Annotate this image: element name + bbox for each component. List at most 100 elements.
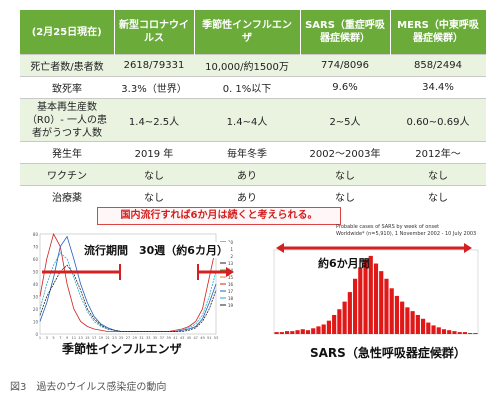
table-cell: あり bbox=[194, 185, 300, 207]
row-label: 基本再生産数（R0）- 一人の患者がうつす人数 bbox=[20, 98, 114, 142]
table-cell: 774/8096 bbox=[300, 54, 390, 77]
sars-bar bbox=[457, 332, 462, 334]
table-cell: なし bbox=[114, 185, 194, 207]
y-tick-label: 80 bbox=[33, 232, 39, 237]
table-cell: 1.4~2.5人 bbox=[114, 98, 194, 142]
legend-label: 12 bbox=[228, 254, 234, 259]
sars-bar bbox=[290, 331, 295, 334]
legend-label: 11 bbox=[228, 247, 234, 252]
sars-chart: Probable cases of SARS by week of onset … bbox=[266, 224, 482, 360]
sars-bar bbox=[274, 332, 279, 334]
x-tick-label: 15 bbox=[85, 336, 89, 340]
influenza-chart-title: 季節性インフルエンザ bbox=[62, 342, 182, 356]
sars-chart-header-1: Probable cases of SARS by week of onset bbox=[336, 224, 440, 230]
sars-bar bbox=[452, 331, 457, 334]
sars-bar bbox=[373, 263, 379, 334]
sars-bar bbox=[332, 314, 337, 334]
x-tick-label: 51 bbox=[207, 336, 211, 340]
arrow-left-icon bbox=[276, 243, 284, 253]
table-row: 基本再生産数（R0）- 一人の患者がうつす人数 1.4~2.5人 1.4~4人 … bbox=[20, 98, 486, 142]
y-tick-label: 10 bbox=[33, 320, 39, 325]
table-cell: 3.3%（世界） bbox=[114, 76, 194, 99]
table-cell: 0. 1%以下 bbox=[194, 76, 300, 99]
sars-bar bbox=[468, 333, 473, 334]
y-tick-label: 70 bbox=[33, 245, 39, 250]
table-cell: 858/2494 bbox=[390, 54, 486, 77]
sars-bar bbox=[447, 330, 452, 334]
sars-bar bbox=[400, 301, 405, 334]
table-cell: なし bbox=[390, 185, 486, 207]
figure-caption: 図3 過去のウイルス感染症の動向 bbox=[10, 382, 167, 393]
x-tick-label: 39 bbox=[166, 336, 170, 340]
table-cell: あり bbox=[194, 163, 300, 186]
sars-bar bbox=[426, 322, 431, 334]
comparison-table-container: (2月25日現在) 新型コロナウイルス 季節性インフルエンザ SARS（重症呼吸… bbox=[20, 10, 487, 207]
sars-bar bbox=[394, 295, 400, 334]
sars-bar bbox=[347, 292, 352, 334]
sars-chart-title: SARS（急性呼吸器症候群） bbox=[310, 346, 466, 360]
x-tick-label: 13 bbox=[78, 336, 82, 340]
influenza-series-line bbox=[39, 252, 217, 332]
legend-label: 10 bbox=[228, 240, 234, 245]
y-tick-label: 20 bbox=[33, 307, 39, 312]
sars-bar bbox=[295, 330, 300, 334]
table-cell: 2019 年 bbox=[114, 141, 194, 164]
sars-bar bbox=[462, 332, 468, 334]
sars-bar bbox=[326, 320, 332, 334]
sars-bar bbox=[473, 333, 478, 334]
y-tick-label: 50 bbox=[33, 270, 39, 275]
table-row: 発生年 2019 年 毎年冬季 2002〜2003年 2012年〜 bbox=[20, 141, 486, 164]
table-cell: 2~5人 bbox=[300, 98, 390, 142]
y-tick-label: 60 bbox=[33, 257, 39, 262]
influenza-series-line bbox=[39, 264, 217, 332]
influenza-x-ticks: 1 3 5 7 9 11 13 15 17 19 21 23 25 27 29 31 33 35 37 39 41 43 4… bbox=[39, 336, 218, 340]
sars-bar bbox=[300, 329, 305, 334]
x-tick-label: 17 bbox=[92, 336, 96, 340]
sars-bar bbox=[410, 311, 415, 334]
x-tick-label: 5 bbox=[52, 336, 54, 340]
table-cell: 2002〜2003年 bbox=[300, 141, 390, 164]
sars-bar bbox=[379, 271, 384, 334]
row-label: 致死率 bbox=[20, 76, 114, 99]
legend-label: 16 bbox=[228, 282, 234, 287]
sars-bars bbox=[274, 255, 478, 334]
legend-label: 18 bbox=[228, 296, 234, 301]
x-tick-label: 27 bbox=[126, 336, 130, 340]
x-tick-label: 23 bbox=[112, 336, 116, 340]
header-covid: 新型コロナウイルス bbox=[114, 10, 195, 55]
arrow-head-icon bbox=[226, 267, 234, 277]
legend-label: 15 bbox=[228, 275, 234, 280]
x-tick-label: 47 bbox=[193, 336, 197, 340]
row-label: ワクチン bbox=[20, 163, 114, 186]
influenza-chart: 0 10 20 30 40 50 60 70 80 1 3 5 7 9 11 13 15 17 19 21 23 25 2… bbox=[28, 228, 242, 358]
table-cell: 0.60~0.69人 bbox=[390, 98, 486, 142]
x-tick-label: 35 bbox=[153, 336, 157, 340]
virus-comparison-table: (2月25日現在) 新型コロナウイルス 季節性インフルエンザ SARS（重症呼吸… bbox=[20, 10, 487, 207]
sars-bar bbox=[389, 288, 394, 334]
x-tick-label: 7 bbox=[59, 336, 61, 340]
table-cell: なし bbox=[300, 185, 390, 207]
header-date: (2月25日現在) bbox=[20, 10, 115, 55]
table-cell: 10,000/約1500万 bbox=[194, 54, 300, 77]
sars-bar bbox=[384, 278, 389, 334]
table-cell: 毎年冬季 bbox=[194, 141, 300, 164]
sars-bar bbox=[321, 324, 326, 334]
row-label: 死亡者数/患者数 bbox=[20, 54, 114, 77]
sars-bar bbox=[436, 327, 441, 334]
x-tick-label: 31 bbox=[139, 336, 143, 340]
sars-bar bbox=[352, 278, 358, 334]
x-tick-label: 43 bbox=[180, 336, 184, 340]
sars-bar bbox=[368, 255, 373, 334]
sars-chart-svg bbox=[273, 243, 479, 335]
table-cell: なし bbox=[390, 163, 486, 186]
y-tick-label: 30 bbox=[33, 295, 39, 300]
x-tick-label: 45 bbox=[187, 336, 191, 340]
legend-label: 17 bbox=[228, 289, 234, 294]
influenza-period-label: 流行期間 30週（約6カ月） bbox=[82, 242, 230, 258]
table-cell: なし bbox=[300, 163, 390, 186]
table-header-row: (2月25日現在) 新型コロナウイルス 季節性インフルエンザ SARS（重症呼吸… bbox=[20, 10, 487, 55]
x-tick-label: 37 bbox=[160, 336, 164, 340]
x-tick-label: 9 bbox=[66, 336, 68, 340]
sars-bar bbox=[363, 259, 368, 334]
y-tick-label: 40 bbox=[33, 282, 39, 287]
